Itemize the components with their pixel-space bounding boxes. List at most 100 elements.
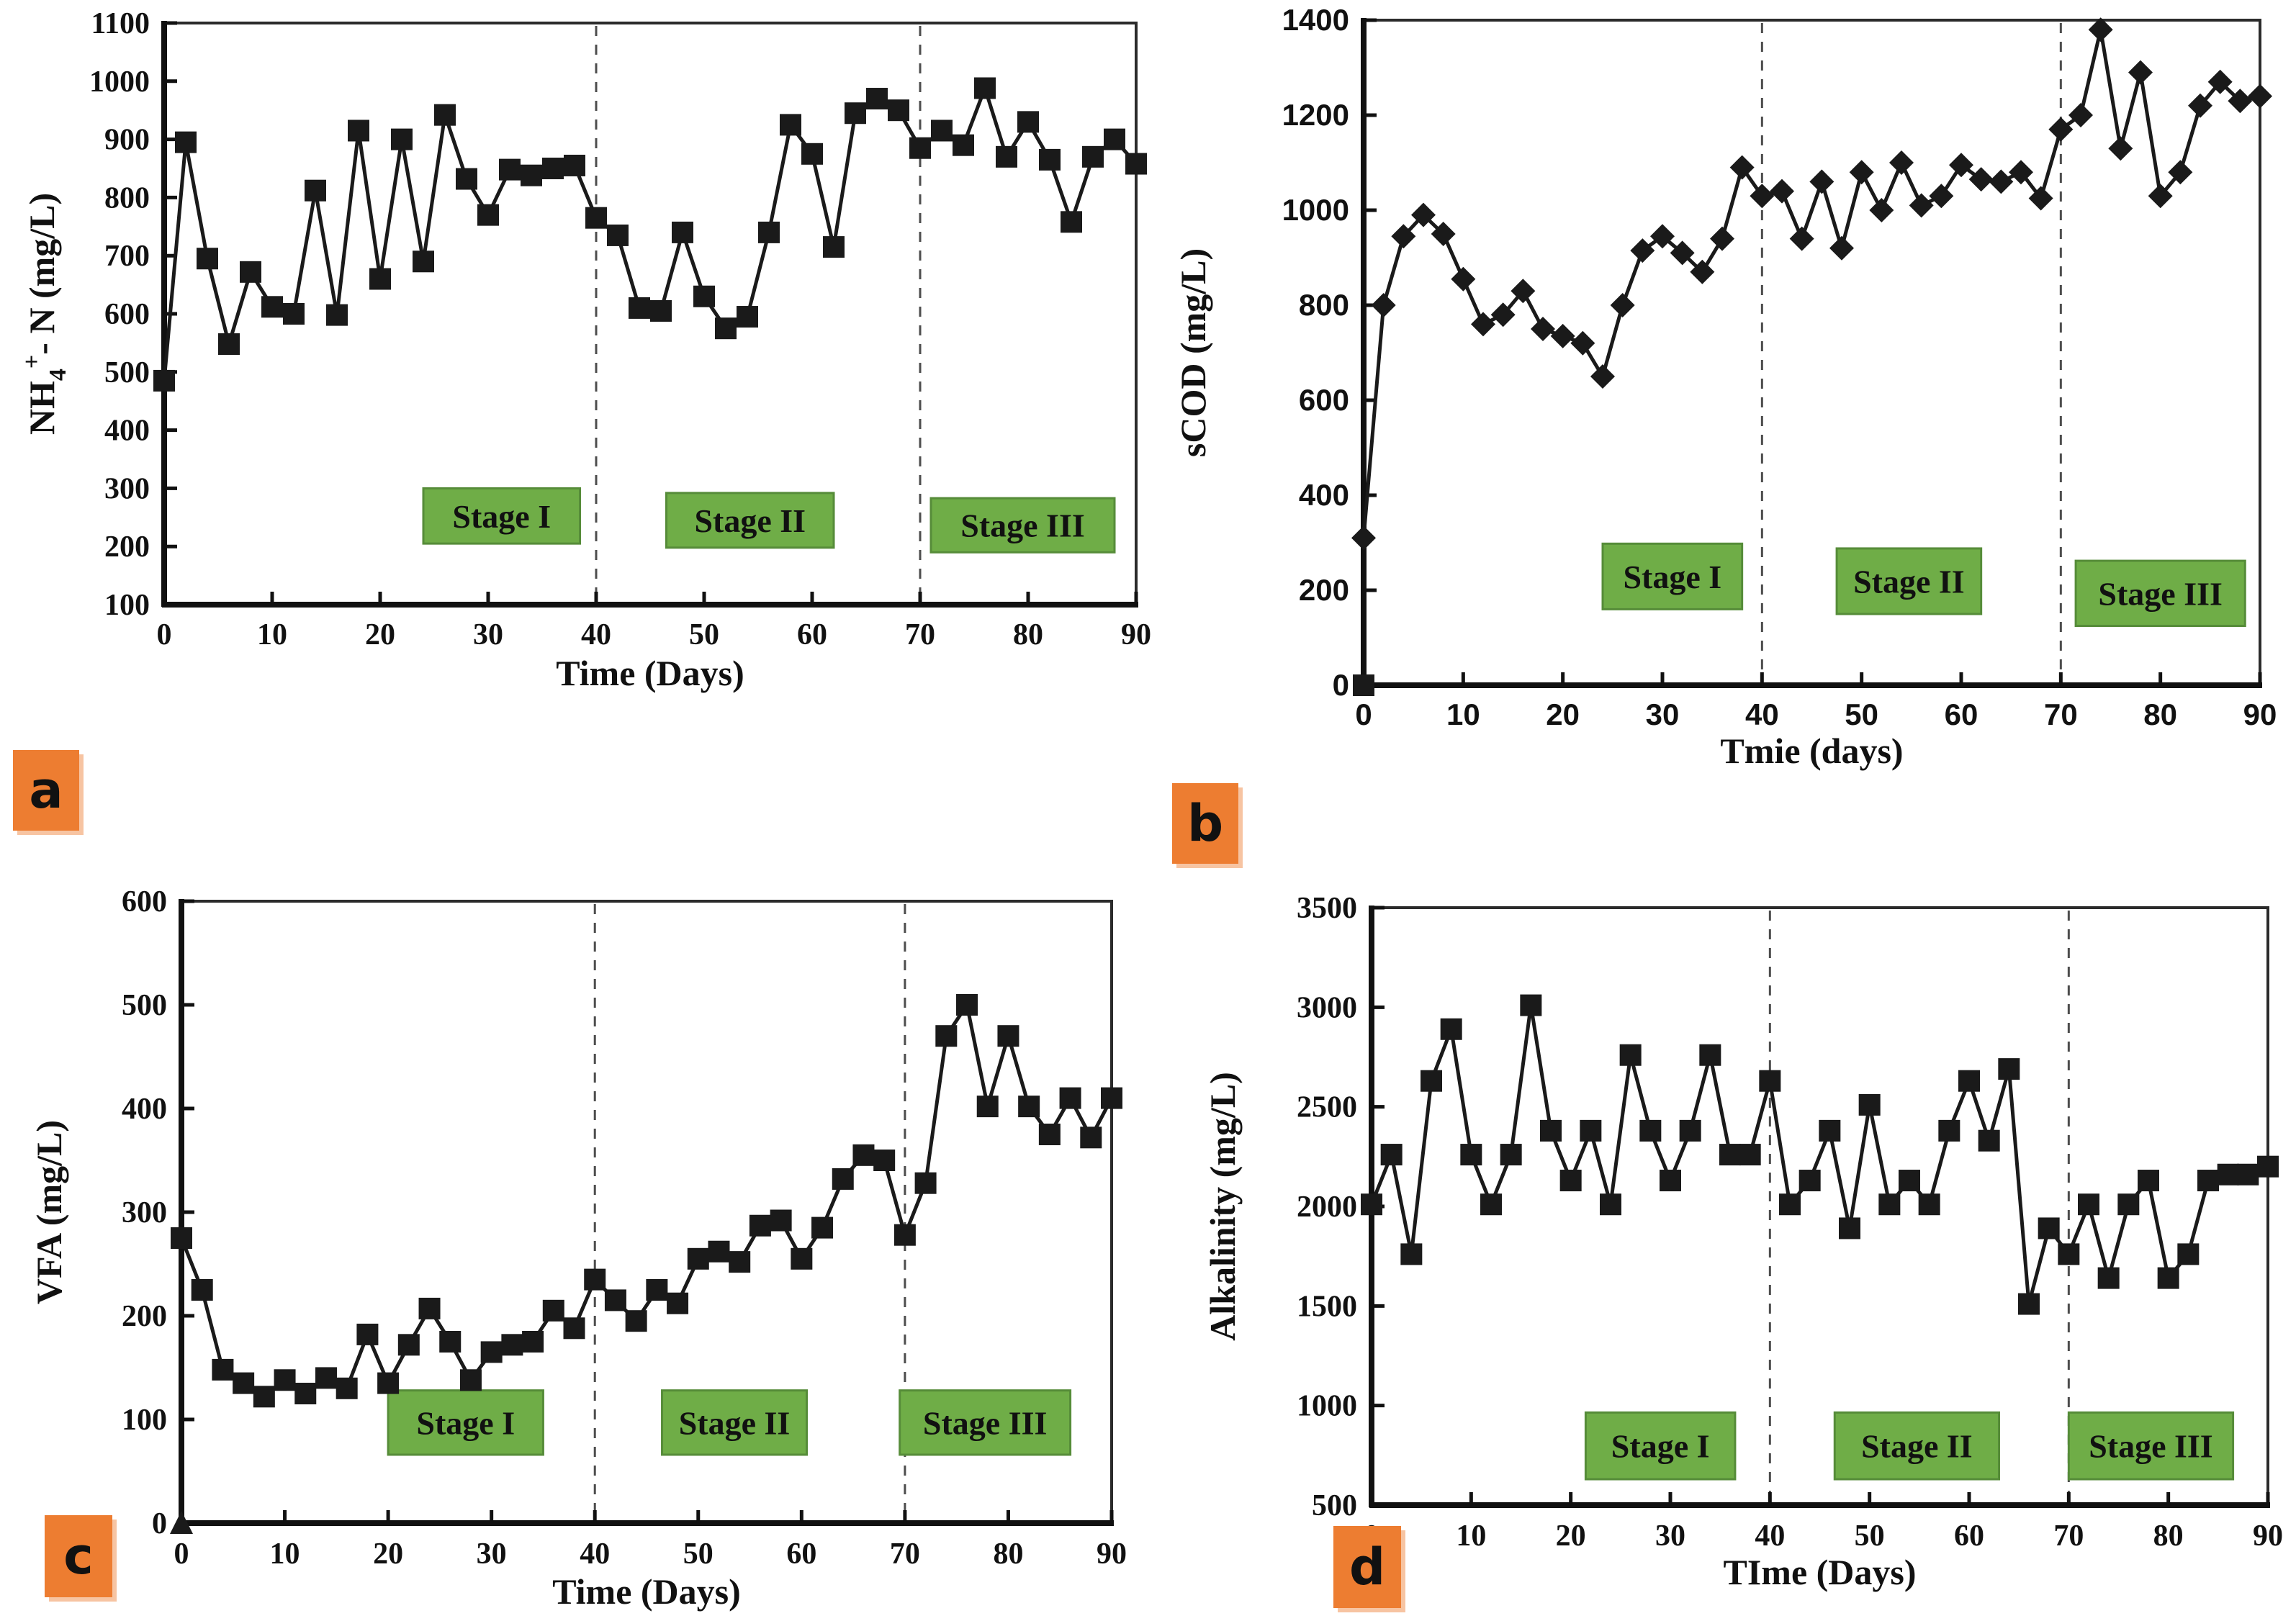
data-point-marker	[1710, 226, 1734, 251]
data-point-marker	[1080, 1126, 1102, 1149]
plot-frame	[1361, 18, 2262, 688]
stage-label: Stage II	[1853, 563, 1965, 600]
x-tick-label: 50	[689, 618, 719, 651]
x-tick-label: 90	[1121, 618, 1151, 651]
data-point-marker	[780, 114, 801, 136]
data-point-marker	[480, 1341, 503, 1363]
data-point-marker	[261, 296, 283, 318]
data-point-marker	[2038, 1217, 2060, 1240]
data-point-marker	[852, 1144, 875, 1166]
stage-label-box: Stage III	[2074, 559, 2246, 628]
y-tick-label: 800	[1299, 288, 1349, 322]
x-tick-label: 60	[1954, 1520, 1984, 1553]
data-point-marker	[672, 221, 693, 243]
data-point-marker	[1511, 279, 1536, 304]
data-point-marker	[909, 137, 931, 159]
data-point-marker	[2058, 1243, 2080, 1265]
stage-label: Stage II	[679, 1404, 791, 1441]
data-point-marker	[326, 304, 348, 326]
x-tick-label: 50	[1845, 697, 1878, 731]
y-axis-title: NH4+- N (mg/L)	[19, 193, 71, 435]
data-point-marker	[1779, 1193, 1801, 1216]
data-point-marker	[1559, 1170, 1582, 1192]
data-point-marker	[974, 77, 996, 99]
data-point-marker	[1650, 224, 1675, 249]
data-point-marker	[2217, 1163, 2239, 1186]
x-tick-label: 20	[365, 618, 395, 651]
data-point-marker	[391, 128, 413, 150]
data-point-marker	[1411, 202, 1436, 227]
data-series	[1351, 17, 2272, 696]
data-point-marker	[811, 1216, 834, 1239]
y-tick-label: 300	[104, 472, 150, 505]
data-point-marker	[953, 134, 974, 156]
data-point-marker	[1460, 1144, 1482, 1166]
stage-separator-dashed-lines	[1768, 911, 2070, 1502]
y-tick-label: 600	[104, 298, 150, 331]
data-point-marker	[791, 1247, 813, 1270]
data-point-marker	[607, 224, 629, 246]
data-point-marker	[1500, 1144, 1522, 1166]
data-point-marker	[1440, 1018, 1462, 1040]
data-point-marker	[1909, 193, 1934, 218]
data-point-marker	[2177, 1243, 2200, 1265]
y-tick-label: 1200	[1282, 98, 1349, 132]
data-point-marker	[1125, 153, 1147, 175]
x-tick-label: 0	[157, 618, 172, 651]
data-point-marker	[542, 158, 564, 179]
data-point-marker	[1690, 259, 1715, 284]
x-tick-label: 80	[2153, 1520, 2184, 1553]
x-tick-label: 60	[1945, 697, 1978, 731]
data-point-marker	[2018, 1293, 2040, 1315]
y-tick-label: 200	[1299, 573, 1349, 607]
data-point-marker	[2168, 160, 2193, 185]
x-axis-title: Time (Days)	[556, 653, 744, 693]
x-tick-label: 40	[1755, 1520, 1785, 1553]
data-point-marker	[2138, 1170, 2159, 1192]
data-point-marker	[2197, 1170, 2219, 1192]
x-axis-title: Tmie (days)	[1720, 731, 1903, 771]
data-point-marker	[1038, 1124, 1061, 1145]
x-tick-label: 80	[993, 1538, 1023, 1571]
data-point-marker	[1371, 293, 1396, 317]
data-point-marker	[2108, 136, 2133, 161]
data-point-marker	[1789, 226, 1814, 251]
y-axis-title: VFA (mg/L)	[29, 1120, 69, 1304]
stage-label-box: Stage I	[422, 487, 581, 545]
data-point-marker	[1600, 1193, 1621, 1216]
y-tick-label: 300	[122, 1196, 167, 1229]
data-point-marker	[1938, 1119, 1960, 1142]
stage-label: Stage III	[2098, 575, 2223, 612]
y-tick-label: 1000	[1297, 1390, 1357, 1423]
stage-separator-dashed-lines	[595, 26, 922, 602]
data-point-marker	[439, 1331, 462, 1353]
x-tick-label: 70	[890, 1538, 920, 1571]
x-tick-label: 90	[2253, 1520, 2283, 1553]
data-point-marker	[1719, 1144, 1741, 1166]
stage-label-box: Stage II	[661, 1389, 809, 1456]
y-tick-label: 800	[104, 181, 150, 215]
stage-label: Stage I	[416, 1404, 515, 1441]
x-tick-label: 30	[1646, 697, 1680, 731]
y-tick-label: 500	[122, 989, 167, 1022]
data-point-marker	[2028, 186, 2053, 211]
x-tick-label: 30	[477, 1538, 507, 1571]
data-point-marker	[1451, 266, 1476, 292]
data-point-marker	[377, 1372, 400, 1394]
panel-label-b: b	[1172, 783, 1238, 864]
data-point-marker	[801, 143, 823, 165]
stage-label: Stage II	[694, 502, 806, 539]
stage-label: Stage II	[1861, 1428, 1973, 1465]
x-tick-label: 10	[1456, 1520, 1486, 1553]
data-point-marker	[1670, 240, 1695, 266]
data-point-marker	[2188, 93, 2212, 118]
data-point-marker	[456, 168, 477, 190]
y-tick-label: 0	[1333, 668, 1349, 702]
data-point-marker	[1104, 128, 1125, 150]
data-point-marker	[1949, 153, 1973, 178]
data-point-marker	[845, 102, 866, 125]
y-axis-title: Alkalinity (mg/L)	[1202, 1072, 1243, 1341]
data-point-marker	[356, 1323, 379, 1345]
x-tick-label: 0	[1355, 697, 1372, 731]
y-tick-label: 2000	[1297, 1191, 1357, 1224]
